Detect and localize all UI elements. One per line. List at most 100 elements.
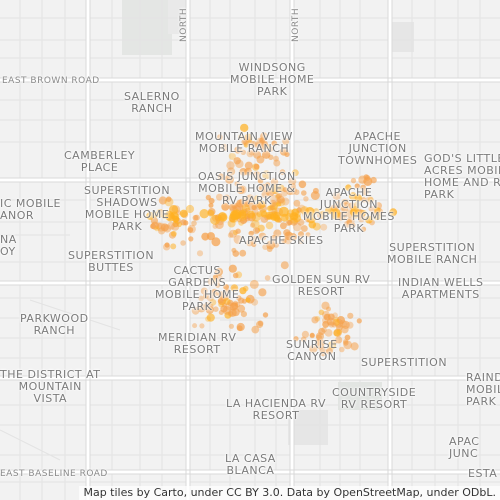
data-point (158, 196, 167, 205)
data-point (240, 311, 247, 318)
data-point (260, 211, 268, 218)
data-point (354, 194, 362, 202)
data-point (318, 327, 326, 336)
data-point (309, 344, 318, 353)
data-point (322, 320, 330, 328)
data-point (240, 217, 247, 224)
data-point (208, 202, 214, 208)
data-point (301, 225, 308, 232)
data-point (246, 194, 255, 203)
label-raind-mobile-park: RAINDMOBILEPARK (466, 371, 500, 408)
park-area (168, 0, 188, 34)
data-point (331, 322, 337, 328)
data-point (191, 306, 200, 315)
data-point (293, 189, 300, 196)
data-point (325, 347, 333, 355)
data-point (356, 318, 362, 324)
data-point (339, 319, 347, 328)
data-point (214, 267, 223, 276)
data-point (367, 196, 374, 203)
data-point (257, 186, 263, 192)
data-point (198, 295, 204, 302)
label-la-hacienda: LA HACIENDA RV RESORT (226, 397, 326, 422)
data-point (255, 141, 261, 148)
data-point (273, 155, 279, 162)
data-point (231, 202, 238, 209)
data-point (268, 154, 274, 160)
data-point (219, 213, 228, 222)
data-point (252, 171, 261, 180)
data-point (262, 170, 271, 180)
data-point (211, 237, 221, 247)
label-countryside: COUNTRYSIDE RV RESORT (332, 386, 417, 411)
data-point (150, 223, 156, 229)
data-point (260, 145, 266, 151)
data-point (270, 184, 280, 194)
data-point (253, 163, 260, 170)
data-point (346, 321, 354, 329)
data-point (327, 341, 337, 350)
data-point (360, 226, 367, 232)
data-point (318, 210, 328, 219)
park-area (392, 22, 414, 52)
data-point (288, 177, 297, 186)
data-point (343, 340, 353, 350)
label-ic-mobile-manor: IC MOBILE ANOR (0, 197, 61, 222)
data-point (205, 316, 211, 322)
data-point (234, 181, 240, 187)
data-point (212, 223, 218, 229)
data-point (389, 208, 398, 217)
data-point (282, 137, 290, 145)
data-point (239, 287, 247, 295)
data-point (322, 317, 329, 324)
data-point (300, 336, 307, 343)
data-point (305, 232, 311, 238)
label-meridian-rv: MERIDIAN RV RESORT (158, 331, 237, 356)
data-point (236, 325, 243, 332)
data-point (226, 161, 235, 170)
data-point (262, 312, 269, 318)
label-sunrise-canyon: SUNRISE CANYON (286, 338, 338, 363)
label-cactus-gardens: CACTUS GARDENS MOBILE HOME PARK (155, 264, 240, 313)
label-na-oy: NA OY (0, 233, 17, 258)
data-point (365, 196, 374, 205)
data-point (249, 279, 259, 289)
data-point (280, 213, 289, 222)
data-point (207, 278, 215, 286)
data-point (176, 221, 182, 228)
data-point (164, 242, 170, 248)
data-point (163, 243, 171, 251)
data-point (188, 236, 194, 242)
data-point (339, 346, 345, 353)
data-point (251, 242, 257, 248)
data-point (374, 207, 381, 214)
data-point (317, 212, 325, 219)
data-point (236, 185, 245, 194)
data-point (344, 220, 352, 228)
data-point (265, 221, 274, 230)
data-point (208, 197, 215, 204)
data-point (306, 213, 317, 224)
data-point (368, 205, 375, 212)
data-point (223, 194, 231, 202)
data-point (294, 211, 301, 218)
label-north-left: NORTH (179, 7, 189, 42)
data-point (277, 195, 285, 204)
data-point (309, 332, 315, 338)
data-point (312, 187, 319, 194)
data-point (256, 137, 264, 145)
label-apache-junction-townhomes: APACHE JUNCTION TOWNHOMES (338, 130, 418, 167)
data-point (266, 246, 273, 252)
label-windsong: WINDSONG MOBILE HOME PARK (230, 61, 315, 98)
data-point (225, 174, 234, 184)
data-point (171, 222, 180, 231)
map-attribution[interactable]: Map tiles by Carto, under CC BY 3.0. Dat… (79, 486, 500, 500)
data-point (258, 232, 267, 241)
data-point (239, 249, 247, 257)
data-point (155, 222, 163, 230)
data-point (298, 180, 307, 189)
